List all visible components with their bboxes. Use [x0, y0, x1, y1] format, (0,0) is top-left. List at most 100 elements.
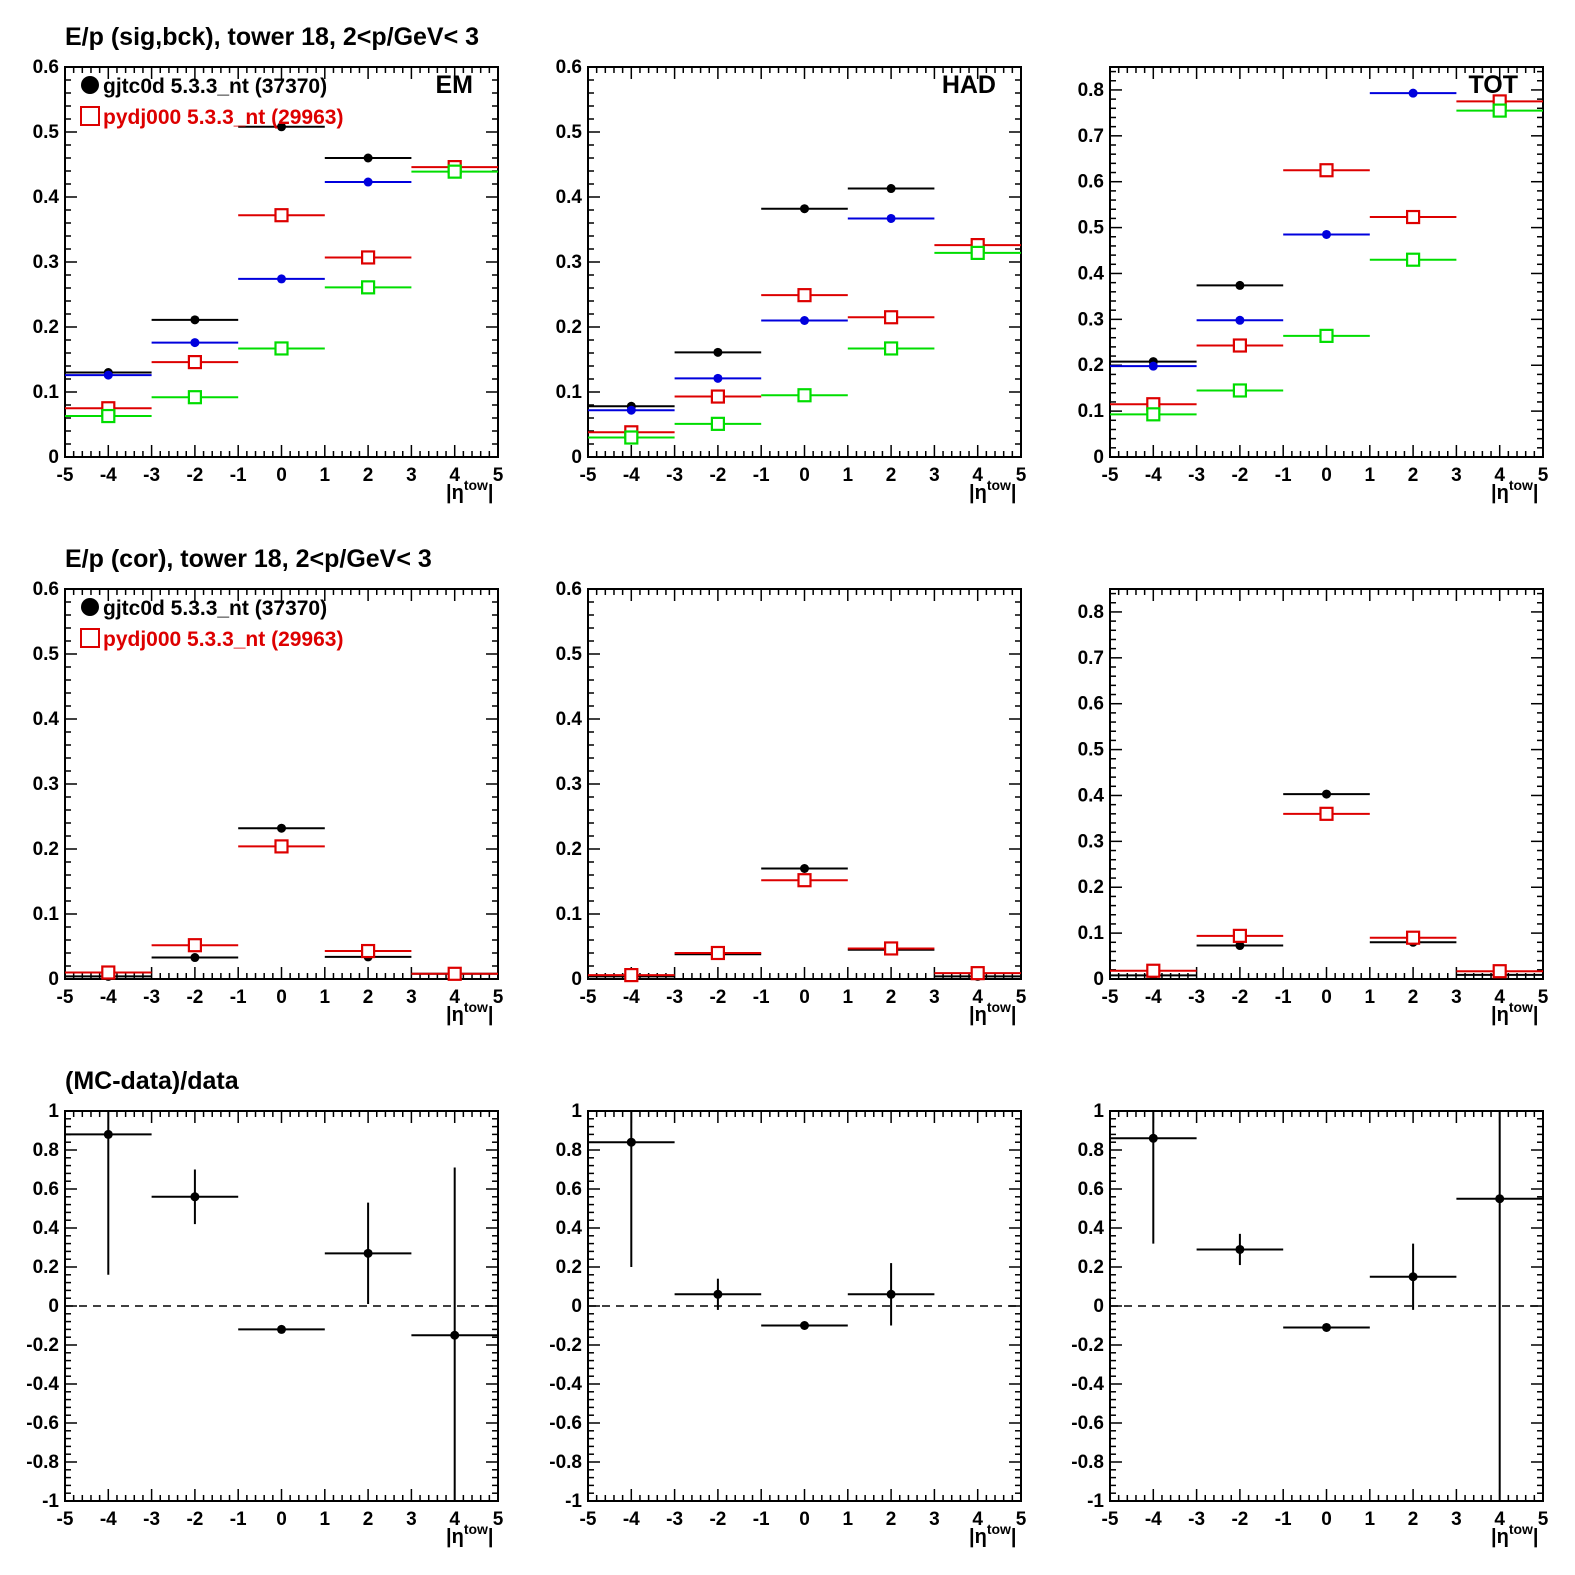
x-axis-label: |ηtow|	[446, 1521, 494, 1548]
y-tick-label: 0.6	[556, 579, 582, 600]
x-tick-label: -5	[1102, 987, 1119, 1008]
legend-marker-square	[80, 106, 100, 126]
y-tick-label: -0.6	[549, 1413, 582, 1434]
data-point-square	[624, 967, 639, 983]
x-tick-label: 0	[276, 465, 287, 486]
y-tick-label: 0.4	[33, 709, 60, 730]
x-tick-label: 1	[320, 987, 331, 1008]
x-tick-label: -5	[57, 987, 74, 1008]
x-tick-label: 4	[972, 987, 983, 1008]
data-point-square	[1232, 383, 1248, 398]
x-tick-label: 4	[972, 1509, 983, 1530]
data-point-square	[883, 341, 899, 356]
x-tick-label: -5	[57, 1509, 74, 1530]
data-point-square	[447, 164, 462, 179]
data-point-square	[1319, 806, 1334, 821]
y-tick-label: 0.6	[1078, 694, 1104, 715]
data-point-square	[624, 430, 639, 445]
x-axis-label: |ηtow|	[1491, 999, 1539, 1026]
y-tick-label: 0	[1093, 969, 1104, 990]
y-tick-label: 0	[571, 1296, 582, 1317]
x-tick-label: -3	[1188, 987, 1205, 1008]
y-tick-label: 0.6	[556, 1179, 582, 1200]
y-tick-label: -0.4	[26, 1374, 59, 1395]
data-point-dot	[1322, 1322, 1331, 1332]
x-tick-label: -2	[1231, 987, 1248, 1008]
y-tick-label: 0.5	[33, 644, 60, 665]
x-tick-label: 2	[1408, 987, 1419, 1008]
x-tick-label: -4	[623, 1509, 640, 1530]
y-tick-label: -0.6	[1071, 1413, 1104, 1434]
data-point-dot	[886, 1289, 896, 1299]
y-tick-label: 0.2	[1078, 877, 1104, 898]
y-tick-label: -0.8	[549, 1452, 582, 1473]
data-point-square	[970, 245, 985, 260]
data-point-square	[1232, 338, 1248, 353]
data-point-dot	[800, 316, 809, 325]
x-tick-label: -2	[1231, 465, 1248, 486]
data-point-dot	[363, 177, 373, 187]
x-tick-label: -2	[186, 987, 203, 1008]
x-tick-label: 5	[493, 987, 504, 1008]
x-axis-label: |ηtow|	[969, 477, 1017, 504]
y-tick-label: -0.4	[549, 1374, 582, 1395]
x-tick-label: -5	[580, 1509, 597, 1530]
y-tick-label: 0.5	[1078, 740, 1105, 761]
data-point-dot	[277, 274, 286, 284]
x-tick-label: -3	[143, 1509, 160, 1530]
data-point-dot	[190, 1192, 200, 1202]
y-tick-label: 0.3	[1078, 309, 1104, 330]
data-point-dot	[1322, 229, 1331, 239]
data-point-square	[1405, 252, 1421, 267]
x-tick-label: 3	[1451, 987, 1462, 1008]
data-point-dot	[713, 1289, 723, 1299]
x-tick-label: -3	[666, 465, 683, 486]
y-tick-label: 0	[571, 969, 582, 990]
x-tick-label: 3	[406, 465, 417, 486]
x-tick-label: -4	[100, 1509, 117, 1530]
x-tick-label: 0	[276, 987, 287, 1008]
chart-panel-2: -5 -4 -3 -2 -1 0 1 2 3 4 5 0 0.1 0.2 0.3 0.4 0.5 0.6 |ηtow…	[556, 57, 1027, 504]
data-point-square	[970, 966, 985, 981]
x-tick-label: 4	[1494, 987, 1505, 1008]
data-point-dot	[1235, 941, 1245, 951]
data-point-square	[797, 388, 812, 403]
y-tick-label: 0.2	[33, 839, 59, 860]
data-point-square	[101, 965, 116, 980]
x-tick-label: -3	[666, 987, 683, 1008]
data-point-dot	[626, 405, 636, 415]
data-point-dot	[800, 864, 809, 873]
x-tick-label: -5	[57, 465, 74, 486]
x-tick-label: 2	[363, 1509, 374, 1530]
data-point-square	[274, 839, 289, 854]
x-tick-label: 4	[449, 465, 460, 486]
x-tick-label: 0	[799, 1509, 810, 1530]
y-tick-label: 0.4	[556, 1218, 583, 1239]
y-tick-label: 0.5	[556, 122, 583, 143]
x-tick-label: 3	[1451, 465, 1462, 486]
chart-panel-7: -5 -4 -3 -2 -1 0 1 2 3 4 5 -1 -0.8 -0.6 -0.4 -0.2 0 0.2 0.…	[26, 1101, 503, 1548]
x-tick-label: 1	[1365, 465, 1376, 486]
y-tick-label: 0.2	[33, 317, 59, 338]
data-point-dot	[277, 823, 286, 833]
y-tick-label: 0.1	[33, 904, 60, 925]
data-point-square	[1492, 103, 1507, 118]
data-point-square	[361, 250, 376, 265]
data-point-dot	[713, 347, 723, 357]
y-tick-label: 0.3	[1078, 831, 1104, 852]
chart-panel-3: -5 -4 -3 -2 -1 0 1 2 3 4 5 0 0.1 0.2 0.3 0.4 0.5 0.6 0.7 0.…	[1078, 66, 1549, 504]
y-tick-label: 0.5	[33, 122, 60, 143]
y-tick-label: 0.6	[1078, 1179, 1104, 1200]
x-tick-label: -5	[580, 465, 597, 486]
legend-marker-circle	[81, 598, 99, 616]
x-tick-label: 1	[843, 1509, 854, 1530]
x-axis-label: |ηtow|	[446, 477, 494, 504]
x-tick-label: 5	[1016, 1509, 1027, 1530]
y-tick-label: 0.6	[33, 1179, 59, 1200]
x-tick-label: -3	[143, 987, 160, 1008]
x-tick-label: 1	[320, 1509, 331, 1530]
x-tick-label: -1	[753, 1509, 770, 1530]
y-tick-label: 0.4	[33, 1218, 60, 1239]
x-tick-label: 4	[449, 987, 460, 1008]
x-tick-label: 0	[799, 465, 810, 486]
